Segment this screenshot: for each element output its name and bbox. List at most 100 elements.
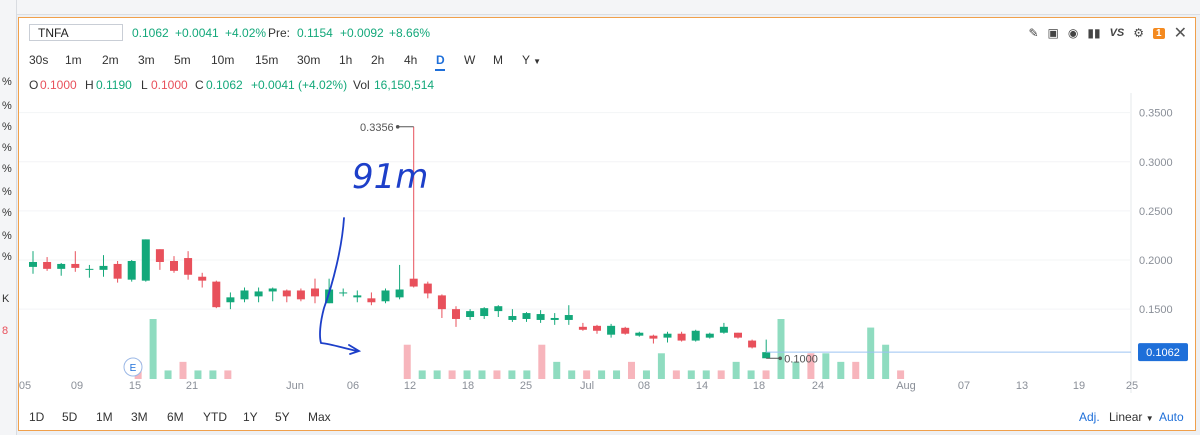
- range-5d[interactable]: 5D: [62, 410, 78, 424]
- range-max[interactable]: Max: [308, 410, 331, 424]
- range-5y[interactable]: 5Y: [275, 410, 290, 424]
- volume-bar: [777, 319, 785, 379]
- notification-badge[interactable]: 1: [1153, 27, 1165, 39]
- volume-bar: [583, 370, 591, 379]
- volume-bar: [448, 370, 456, 379]
- chevron-down-icon: ▼: [1145, 414, 1154, 423]
- candle-body: [593, 325, 601, 331]
- timeframe-3m[interactable]: 3m: [138, 53, 155, 67]
- price-chart[interactable]: 0.3500 0.3000 0.2500 0.2000 0.1500 0.3356 0.10…: [19, 18, 1195, 430]
- compare-vs-button[interactable]: VS: [1109, 27, 1125, 39]
- timeframe-d[interactable]: D: [436, 53, 445, 67]
- x-tick-label: 25: [520, 380, 532, 392]
- candle-body: [508, 316, 517, 320]
- timeframe-1h[interactable]: 1h: [339, 53, 353, 67]
- candle-body: [536, 314, 545, 320]
- candle-body: [141, 239, 150, 281]
- candle-body: [649, 335, 658, 339]
- timeframe-5m[interactable]: 5m: [174, 53, 191, 67]
- timeframe-y[interactable]: Y ▼: [522, 53, 541, 67]
- candle-body: [691, 330, 700, 341]
- bulb-icon[interactable]: ◉: [1067, 26, 1079, 40]
- pencil-icon[interactable]: ✎: [1028, 26, 1039, 40]
- candle-body: [29, 261, 37, 267]
- scale-dropdown[interactable]: Linear ▼: [1109, 410, 1154, 424]
- volume-bar: [897, 370, 905, 379]
- x-tick-label: 21: [186, 380, 198, 392]
- range-3m[interactable]: 3M: [131, 410, 148, 424]
- earnings-event-label: E: [130, 363, 137, 374]
- ohlc-c-label: C: [195, 78, 204, 92]
- range-ytd[interactable]: YTD: [203, 410, 227, 424]
- handwritten-annotation: 91m: [352, 157, 428, 197]
- timeframe-15m[interactable]: 15m: [255, 53, 279, 67]
- candle-body: [99, 265, 108, 270]
- range-6m[interactable]: 6M: [167, 410, 184, 424]
- volume-bar: [762, 370, 770, 379]
- ohlc-open: 0.1000: [40, 78, 77, 92]
- candle-body: [71, 263, 80, 268]
- close-icon[interactable]: ✕: [1173, 25, 1187, 42]
- top-window-strip: [0, 0, 1200, 15]
- candle-body: [198, 276, 207, 281]
- ohlc-high: 0.1190: [96, 78, 132, 92]
- price-change-pct: +4.02%: [225, 26, 267, 40]
- volume-bar: [792, 361, 800, 379]
- volume-bar: [538, 344, 546, 379]
- candle-body: [452, 309, 460, 319]
- volume-bar: [687, 370, 695, 379]
- timeframe-10m[interactable]: 10m: [211, 53, 235, 67]
- range-1m[interactable]: 1M: [96, 410, 113, 424]
- y-tick-label: 0.2500: [1139, 206, 1173, 218]
- candle-body: [578, 326, 587, 330]
- candles-icon[interactable]: ▮▮: [1087, 26, 1101, 40]
- candle-body: [564, 315, 573, 320]
- timeframe-30s[interactable]: 30s: [29, 53, 49, 67]
- volume-bar: [882, 344, 890, 379]
- handwritten-arrow: [319, 217, 362, 355]
- candle-body: [339, 292, 348, 294]
- ticker-input[interactable]: TNFA: [29, 24, 123, 41]
- candle-body: [240, 290, 249, 300]
- candle-body: [607, 325, 616, 335]
- timeframe-2m[interactable]: 2m: [102, 53, 119, 67]
- candle-body: [719, 326, 728, 333]
- ohlc-h-label: H: [85, 78, 94, 92]
- adjusted-toggle[interactable]: Adj.: [1079, 410, 1100, 424]
- timeframe-m[interactable]: M: [493, 53, 503, 67]
- settings-icon[interactable]: ⚙: [1133, 26, 1145, 40]
- volume-bar: [568, 370, 576, 379]
- candle-body: [494, 306, 503, 312]
- candle-body: [734, 332, 742, 338]
- volume-bar: [508, 370, 516, 379]
- volume-bar: [149, 319, 157, 379]
- timeframe-1m[interactable]: 1m: [65, 53, 82, 67]
- earnings-event-marker: [123, 357, 143, 377]
- chart-icon[interactable]: ▣: [1047, 26, 1059, 40]
- candle-body: [395, 289, 404, 298]
- premarket-price: 0.1154: [297, 26, 333, 40]
- candle-body: [705, 333, 714, 338]
- auto-scale-toggle[interactable]: Auto: [1159, 410, 1184, 424]
- high-marker-label: 0.3356: [360, 122, 394, 134]
- candle-body: [226, 297, 235, 303]
- timeframe-4h[interactable]: 4h: [404, 53, 418, 67]
- volume-bar: [642, 370, 650, 379]
- range-1d[interactable]: 1D: [29, 410, 45, 424]
- price-change: +0.0041: [175, 26, 219, 40]
- timeframe-w[interactable]: W: [464, 53, 476, 67]
- candle-body: [113, 263, 122, 279]
- timeframe-2h[interactable]: 2h: [371, 53, 385, 67]
- candle-body: [663, 333, 672, 338]
- candle-body: [296, 290, 305, 300]
- ohlc-l-label: L: [141, 78, 148, 92]
- chart-panel: TNFA 0.1062 +0.0041 +4.02% Pre: 0.1154 +…: [18, 17, 1196, 431]
- candle-body: [184, 258, 193, 275]
- volume-bar: [403, 344, 411, 379]
- range-1y[interactable]: 1Y: [243, 410, 258, 424]
- timeframe-30m[interactable]: 30m: [297, 53, 321, 67]
- volume-bar: [523, 370, 531, 379]
- candle-body: [85, 268, 94, 270]
- volume-bar: [478, 370, 486, 379]
- low-marker-label: 0.1000: [784, 353, 818, 365]
